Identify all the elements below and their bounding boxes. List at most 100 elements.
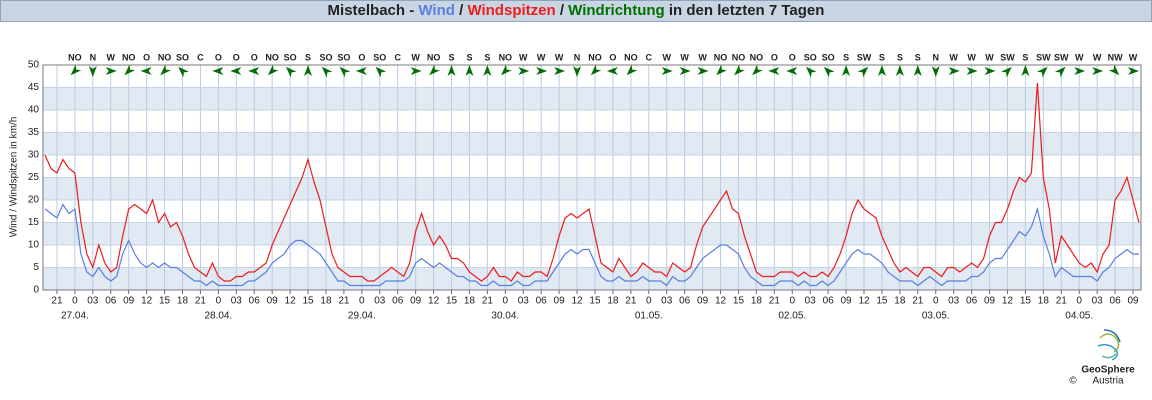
- direction-label: NO: [122, 52, 136, 62]
- direction-arrow: [842, 65, 851, 76]
- x-tick-label: 21: [1056, 296, 1068, 307]
- direction-arrow: [857, 66, 869, 78]
- title-part: /: [454, 2, 468, 19]
- direction-arrow: [768, 67, 780, 75]
- direction-label: O: [143, 52, 150, 62]
- logo-name: GeoSphere: [1081, 365, 1135, 376]
- y-tick-label: 30: [28, 150, 40, 161]
- direction-label: O: [609, 52, 616, 62]
- title-part: Windrichtung: [568, 2, 665, 19]
- logo: [1097, 329, 1121, 361]
- direction-label: W: [555, 52, 564, 62]
- x-tick-label: 21: [625, 296, 637, 307]
- x-tick-label: 03: [1092, 296, 1104, 307]
- x-tick-label: 12: [428, 296, 440, 307]
- y-tick-label: 5: [33, 262, 39, 273]
- x-tick-label: 03: [948, 296, 960, 307]
- direction-arrow: [554, 67, 566, 75]
- direction-label: NO: [427, 52, 441, 62]
- logo-swirl: [1097, 343, 1119, 361]
- direction-label: SO: [804, 52, 817, 62]
- x-tick-label: 15: [1020, 296, 1032, 307]
- copyright: ©: [1069, 376, 1077, 387]
- x-tick-label: 03: [374, 296, 386, 307]
- direction-arrow: [321, 66, 333, 78]
- direction-label: C: [197, 52, 204, 62]
- direction-label: NO: [499, 52, 513, 62]
- direction-label: S: [305, 52, 311, 62]
- x-tick-label: 0: [359, 296, 365, 307]
- x-tick-label: 0: [1076, 296, 1082, 307]
- x-tick-label: 0: [789, 296, 795, 307]
- x-tick-label: 0: [72, 296, 78, 307]
- direction-arrow: [375, 66, 387, 78]
- direction-label: W: [698, 52, 707, 62]
- direction-label: SO: [319, 52, 332, 62]
- direction-label: SO: [284, 52, 297, 62]
- x-tick-label: 03: [805, 296, 817, 307]
- direction-arrow: [1054, 66, 1066, 78]
- direction-label: NO: [714, 52, 728, 62]
- x-tick-label: 21: [338, 296, 350, 307]
- direction-label: S: [915, 52, 921, 62]
- direction-arrow: [267, 64, 279, 76]
- direction-arrow: [355, 67, 367, 75]
- direction-arrow: [1036, 66, 1048, 78]
- direction-label: NO: [588, 52, 602, 62]
- direction-arrow: [606, 67, 618, 75]
- direction-arrow: [1001, 66, 1012, 78]
- direction-label: O: [771, 52, 778, 62]
- direction-label: W: [107, 52, 116, 62]
- date-label: 02.05.: [778, 311, 806, 322]
- direction-arrow: [895, 65, 904, 76]
- date-label: 03.05.: [922, 311, 950, 322]
- x-tick-label: 18: [320, 296, 332, 307]
- direction-arrow: [105, 67, 117, 75]
- direction-label: W: [411, 52, 420, 62]
- y-tick-label: 45: [28, 82, 40, 93]
- direction-arrow: [734, 64, 745, 76]
- direction-arrow: [697, 67, 709, 75]
- direction-arrow: [70, 64, 82, 76]
- x-tick-label: 15: [446, 296, 458, 307]
- date-label: 28.04.: [204, 311, 232, 322]
- title-part: in den letzten 7 Tagen: [664, 2, 825, 19]
- direction-label: S: [484, 52, 490, 62]
- x-tick-label: 06: [392, 296, 404, 307]
- x-tick-label: 12: [285, 296, 297, 307]
- x-tick-label: 18: [464, 296, 476, 307]
- title-series: Wind: [418, 2, 455, 19]
- direction-label: O: [215, 52, 222, 62]
- direction-label: S: [1022, 52, 1028, 62]
- band: [43, 222, 1141, 245]
- y-tick-label: 35: [28, 127, 40, 138]
- date-label: 29.04.: [348, 311, 376, 322]
- direction-arrow: [805, 66, 817, 78]
- direction-arrow: [160, 64, 171, 76]
- x-tick-label: 15: [876, 296, 888, 307]
- direction-arrow: [518, 67, 530, 75]
- x-tick-label: 15: [733, 296, 745, 307]
- x-tick-label: 03: [661, 296, 673, 307]
- x-tick-label: 09: [410, 296, 422, 307]
- x-tick-label: 09: [267, 296, 279, 307]
- chart-title: Mistelbach - Wind / Windspitzen / Windri…: [0, 0, 1152, 22]
- direction-arrow: [1128, 67, 1140, 75]
- x-tick-label: 18: [894, 296, 906, 307]
- direction-label: S: [879, 52, 885, 62]
- date-label: 04.05.: [1065, 311, 1093, 322]
- direction-arrow: [984, 67, 996, 75]
- direction-label: W: [1075, 52, 1084, 62]
- direction-label: S: [843, 52, 849, 62]
- x-tick-label: 15: [589, 296, 601, 307]
- direction-label: S: [466, 52, 472, 62]
- direction-label: C: [394, 52, 401, 62]
- direction-label: W: [967, 52, 976, 62]
- direction-label: N: [574, 52, 581, 62]
- y-tick-label: 10: [28, 240, 40, 251]
- y-tick-label: 40: [28, 105, 40, 116]
- x-tick-label: 15: [302, 296, 314, 307]
- x-tick-label: 06: [679, 296, 691, 307]
- x-tick-label: 0: [933, 296, 939, 307]
- direction-arrow: [661, 67, 673, 75]
